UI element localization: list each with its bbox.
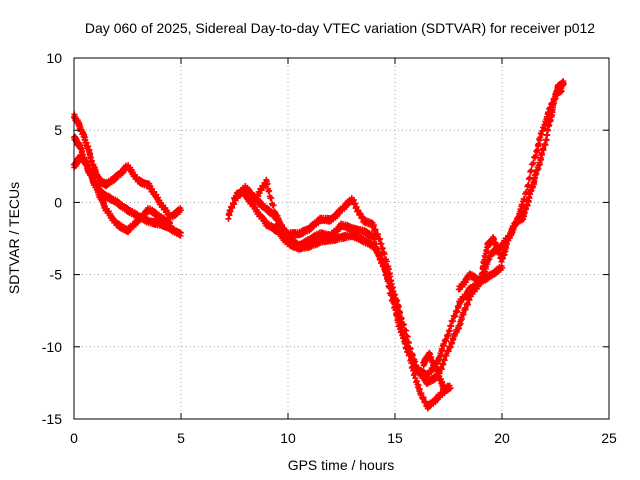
series-arc-7	[455, 78, 567, 293]
data-point	[383, 269, 390, 276]
y-tick-label: -10	[42, 339, 62, 355]
data-point	[270, 202, 277, 209]
data-point	[499, 264, 506, 271]
y-tick-label: 5	[54, 122, 62, 138]
plot-frame	[73, 57, 610, 420]
data-point	[388, 292, 395, 299]
y-tick-label: 10	[46, 50, 62, 66]
data-point	[390, 299, 397, 306]
data-point	[530, 159, 537, 166]
data-point	[532, 153, 539, 160]
x-tick-label: 5	[177, 430, 185, 446]
x-tick-label: 10	[280, 430, 296, 446]
data-point	[523, 189, 530, 196]
y-tick-label: -15	[42, 411, 62, 427]
data-point	[447, 385, 454, 392]
series-arc-8	[420, 349, 454, 396]
data-point	[402, 339, 409, 346]
data-point	[376, 235, 383, 242]
data-point	[525, 182, 532, 189]
data-point	[266, 187, 273, 194]
data-point	[528, 167, 535, 174]
data-point	[544, 127, 551, 134]
series-arc-3	[70, 152, 174, 235]
data-point	[385, 277, 392, 284]
data-point	[272, 209, 279, 216]
data-point	[167, 222, 174, 229]
y-tick-label: 0	[54, 194, 62, 210]
y-axis-label: SDTVAR / TECUs	[6, 182, 22, 294]
data-point	[446, 327, 453, 334]
data-point	[526, 174, 533, 181]
data-point	[449, 318, 456, 325]
chart-title: Day 060 of 2025, Sidereal Day-to-day VTE…	[85, 20, 595, 36]
data-point	[378, 240, 385, 247]
data-point	[386, 284, 393, 291]
data-point	[273, 216, 280, 223]
data-point	[264, 180, 271, 187]
x-tick-label: 25	[601, 430, 617, 446]
x-axis-label: GPS time / hours	[288, 457, 395, 473]
x-tick-label: 0	[70, 430, 78, 446]
data-point	[397, 309, 404, 316]
x-tick-label: 15	[387, 430, 403, 446]
y-tick-label: -5	[50, 267, 63, 283]
x-tick-label: 20	[494, 430, 510, 446]
data-point	[268, 195, 275, 202]
data-point	[466, 296, 473, 303]
data-point	[521, 196, 528, 203]
ticks-layer: 0 5 10 15 20 25 -15 -10 -5 0 5 10	[42, 50, 617, 446]
data-point	[381, 262, 388, 269]
data-point	[385, 265, 392, 272]
data-point	[177, 229, 184, 236]
data-point	[445, 332, 452, 339]
data-point	[560, 81, 567, 88]
data-point	[542, 141, 549, 148]
data-point	[178, 207, 185, 214]
data-point	[381, 251, 388, 258]
data-point	[448, 323, 455, 330]
